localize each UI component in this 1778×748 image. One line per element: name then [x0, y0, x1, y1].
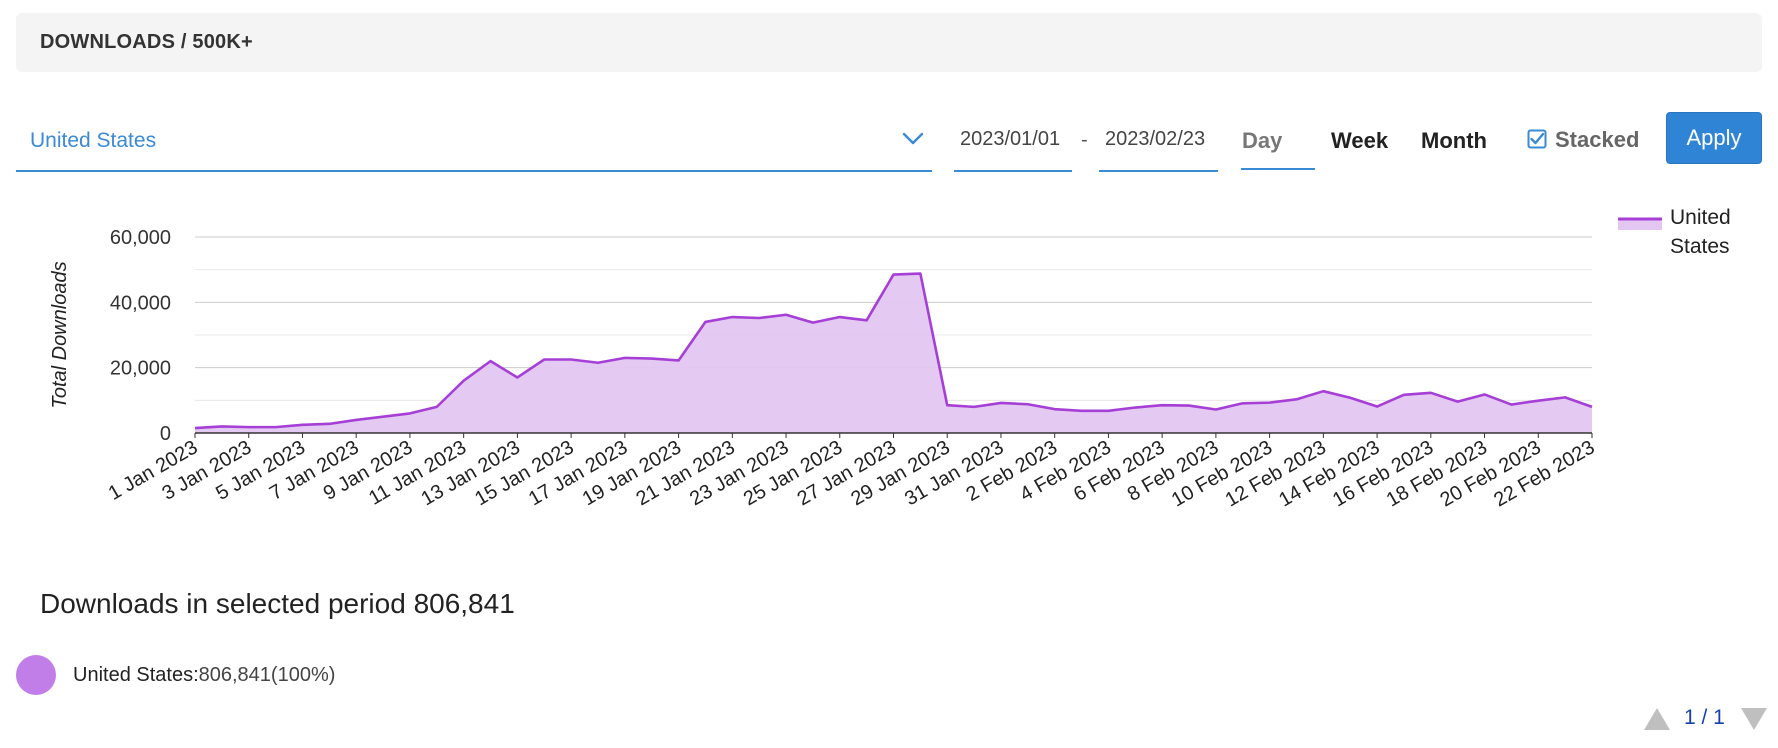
- data-point: [1591, 406, 1593, 408]
- data-point: [1564, 396, 1566, 398]
- data-point: [1430, 392, 1432, 394]
- legend-text: United States:806,841(100%): [73, 664, 335, 687]
- country-dropdown[interactable]: United States: [16, 112, 932, 172]
- legend-label: United States: [1670, 206, 1731, 258]
- data-point: [1188, 404, 1190, 406]
- data-point: [1376, 405, 1378, 407]
- data-point: [1215, 408, 1217, 410]
- data-point: [892, 273, 894, 275]
- period-week-button[interactable]: Week: [1331, 128, 1389, 153]
- chevron-down-icon: [902, 132, 924, 145]
- data-point: [1456, 400, 1458, 402]
- data-point: [1510, 403, 1512, 405]
- downloads-summary: Downloads in selected period 806,841: [40, 588, 515, 620]
- data-point: [919, 272, 921, 274]
- data-point: [704, 321, 706, 323]
- y-tick-label: 20,000: [110, 358, 171, 380]
- data-point: [1403, 394, 1405, 396]
- page-header: DOWNLOADS / 500K+: [16, 13, 1762, 72]
- apply-button[interactable]: Apply: [1666, 112, 1762, 164]
- data-point: [274, 426, 276, 428]
- summary-label: Downloads in selected period: [40, 588, 406, 619]
- legend-country: United States:: [73, 664, 199, 686]
- data-point: [409, 412, 411, 414]
- data-point: [946, 404, 948, 406]
- data-point: [1161, 404, 1163, 406]
- data-point: [516, 376, 518, 378]
- data-point: [1134, 406, 1136, 408]
- data-point: [489, 360, 491, 362]
- data-point: [597, 362, 599, 364]
- data-point: [651, 357, 653, 359]
- data-point: [865, 319, 867, 321]
- data-point: [624, 357, 626, 359]
- data-point: [1242, 402, 1244, 404]
- page-title: DOWNLOADS / 500K+: [40, 31, 253, 53]
- data-point: [1483, 393, 1485, 395]
- page-up-icon[interactable]: [1644, 708, 1670, 730]
- data-point: [355, 419, 357, 421]
- summary-total: 806,841: [413, 588, 515, 619]
- checkbox-checked-icon: [1527, 129, 1547, 149]
- data-point: [1537, 399, 1539, 401]
- y-tick-label: 60,000: [110, 227, 171, 249]
- pager-text: 1 / 1: [1684, 706, 1725, 729]
- data-point: [1107, 410, 1109, 412]
- end-date-field[interactable]: [1099, 112, 1224, 172]
- data-point: [1053, 408, 1055, 410]
- country-dropdown-value: United States: [30, 129, 157, 152]
- series-line: [194, 272, 1593, 430]
- data-point: [570, 358, 572, 360]
- data-point: [248, 426, 250, 428]
- legend-value: 806,841(100%): [198, 664, 336, 686]
- period-selected-indicator: [1241, 168, 1315, 170]
- data-point: [462, 380, 464, 382]
- period-month-button[interactable]: Month: [1421, 128, 1487, 153]
- period-day-button[interactable]: Day: [1242, 128, 1283, 153]
- data-point: [677, 359, 679, 361]
- start-date-field[interactable]: [954, 112, 1078, 172]
- legend-color-dot: [16, 655, 56, 695]
- data-point: [221, 425, 223, 427]
- data-point: [1349, 397, 1351, 399]
- legend-swatch-fill: [1618, 219, 1662, 230]
- data-point: [301, 424, 303, 426]
- data-point: [839, 316, 841, 318]
- data-point: [436, 406, 438, 408]
- data-point: [731, 316, 733, 318]
- page-down-icon[interactable]: [1741, 708, 1767, 730]
- data-point: [785, 314, 787, 316]
- y-axis-label: Total Downloads: [49, 261, 71, 408]
- start-date-input[interactable]: [960, 128, 1078, 151]
- y-tick-label: 40,000: [110, 292, 171, 314]
- data-point: [1268, 401, 1270, 403]
- data-point: [543, 358, 545, 360]
- data-point: [1322, 390, 1324, 392]
- data-point: [758, 317, 760, 319]
- data-point: [194, 427, 196, 429]
- series-area: [195, 273, 1592, 433]
- data-point: [1000, 402, 1002, 404]
- data-point: [328, 423, 330, 425]
- data-point: [382, 415, 384, 417]
- data-point: [1295, 398, 1297, 400]
- data-point: [812, 321, 814, 323]
- data-point: [1027, 403, 1029, 405]
- data-point: [1080, 410, 1082, 412]
- y-tick-label: 0: [160, 423, 171, 445]
- end-date-input[interactable]: [1105, 128, 1224, 151]
- date-range-separator: -: [1081, 129, 1088, 151]
- stacked-label: Stacked: [1555, 127, 1640, 152]
- data-point: [973, 406, 975, 408]
